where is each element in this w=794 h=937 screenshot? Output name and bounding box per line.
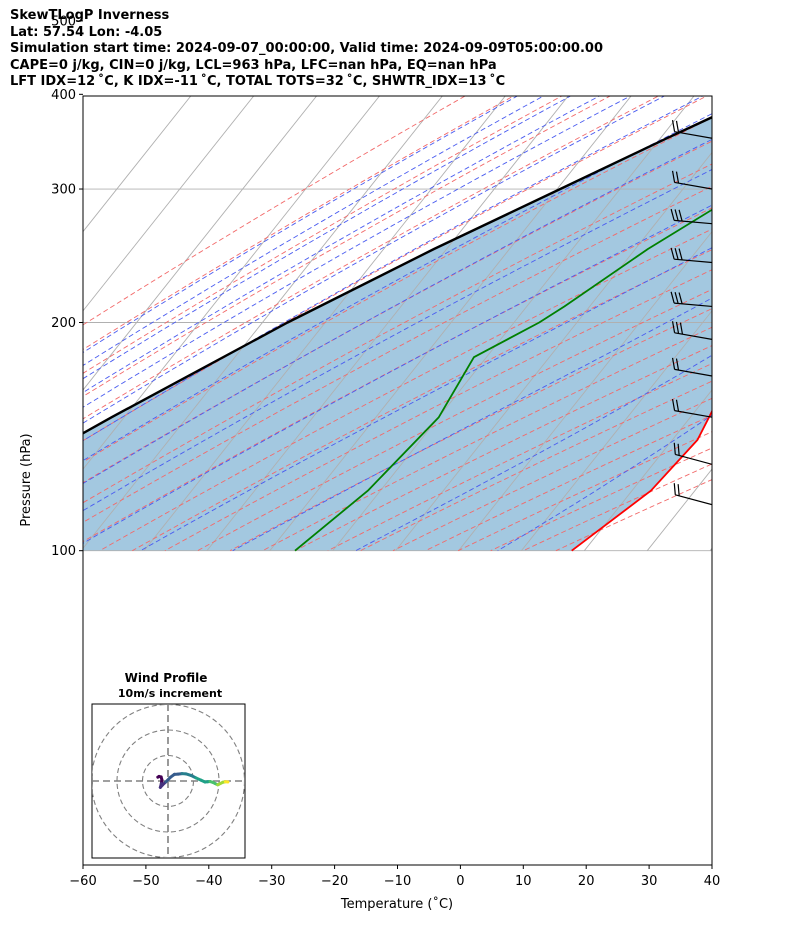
dry-adiabat: [83, 185, 712, 523]
dry-adiabat: [83, 163, 712, 504]
isotherm: [458, 230, 712, 551]
isotherm: [395, 151, 712, 551]
isobar-lines: [83, 188, 712, 552]
wind-barb: [671, 357, 712, 377]
x-tick-label: 30: [641, 874, 658, 889]
parcel-profile-line: [83, 115, 712, 435]
dry-adiabat: [229, 308, 712, 552]
x-tick-label: 20: [578, 874, 595, 889]
wind-barb: [673, 76, 712, 94]
y-axis-ticks: 1000900800700600500400300200100: [51, 14, 83, 559]
inset-title: Wind Profile: [125, 671, 208, 685]
hodograph-ring: [92, 704, 245, 858]
y-tick-label: 500: [51, 14, 76, 29]
indices-line-1: CAPE=0 j/kg, CIN=0 j/kg, LCL=963 hPa, LF…: [10, 57, 497, 73]
dry-adiabat: [425, 414, 712, 552]
dewpoint-line: [294, 208, 712, 552]
x-tick-label: 40: [704, 874, 721, 889]
dry-adiabat: [197, 288, 712, 552]
wind-barb: [673, 483, 712, 506]
y-tick-label: 200: [51, 316, 76, 331]
wind-barb: [670, 247, 712, 264]
isotherm: [83, 96, 443, 550]
moist-adiabat: [83, 96, 601, 394]
wind-barb: [673, 37, 712, 55]
dry-adiabat: [294, 345, 712, 552]
y-tick-label: 300: [51, 183, 76, 198]
profile-lines: [83, 115, 712, 552]
isotherm: [773, 0, 794, 551]
dry-adiabat: [83, 207, 712, 543]
isotherm: [206, 96, 569, 551]
dry-adiabat: [262, 326, 712, 552]
times-line: Simulation start time: 2024-09-07_00:00:…: [10, 41, 603, 56]
wind-barb: [670, 208, 712, 225]
wind-barb: [671, 398, 712, 418]
isotherm: [521, 310, 712, 551]
isotherm: [269, 96, 632, 551]
isotherm: [83, 96, 318, 391]
isotherm: [143, 96, 506, 551]
wind-barb: [673, 442, 712, 465]
moist-adiabat: [83, 96, 632, 408]
dry-adiabat: [99, 228, 712, 552]
wind-barb: [671, 170, 712, 190]
moist-adiabat: [83, 113, 712, 462]
moist-adiabat: [83, 168, 712, 512]
y-tick-label: 400: [51, 88, 76, 103]
x-axis-ticks: −60 −50 −40 −30 −20 −10 0 10 20 30 40: [69, 865, 720, 889]
x-tick-label: −10: [384, 874, 411, 889]
dry-adiabat: [392, 397, 712, 552]
moist-adiabats: [83, 96, 712, 552]
moist-adiabat: [83, 96, 704, 442]
wind-barb: [673, 3, 712, 21]
y-axis-label: Pressure (hPa): [19, 433, 34, 526]
inset-subtitle: 10m/s increment: [118, 687, 222, 700]
wind-barbs: [670, 3, 712, 506]
indices-line-2: LFT IDX=12 ˚C, K IDX=-11 ˚C, TOTAL TOTS=…: [10, 74, 506, 89]
cape-area: [83, 117, 712, 551]
wind-barb: [671, 321, 712, 340]
cape-cin-shading: [83, 117, 712, 551]
wind-profile-inset: Wind Profile 10m/s increment: [91, 671, 246, 859]
isotherm: [83, 96, 381, 470]
x-tick-label: −40: [195, 874, 222, 889]
x-tick-label: −60: [69, 874, 96, 889]
x-tick-label: −30: [258, 874, 285, 889]
chart-title: SkewTLogP Inverness: [10, 8, 170, 23]
dry-adiabat: [83, 117, 712, 463]
x-tick-label: 10: [515, 874, 532, 889]
dry-adiabats: [83, 96, 712, 552]
x-tick-label: −20: [321, 874, 348, 889]
wind-barb: [670, 291, 712, 308]
x-axis-label: Temperature (˚C): [340, 896, 453, 912]
isotherm: [583, 389, 712, 551]
isotherm: [83, 96, 255, 312]
x-tick-label: −50: [132, 874, 159, 889]
x-tick-label: 0: [456, 874, 464, 889]
plot-area: [83, 0, 794, 552]
y-tick-label: 100: [51, 544, 76, 559]
moist-adiabat: [83, 96, 572, 380]
isotherm: [709, 547, 712, 551]
chart-header: SkewTLogP Inverness Lat: 57.54 Lon: -4.0…: [10, 8, 603, 91]
isotherm: [83, 96, 192, 233]
location-line: Lat: 57.54 Lon: -4.05: [10, 24, 163, 40]
dry-adiabat: [83, 140, 712, 484]
wind-barb: [671, 120, 712, 139]
